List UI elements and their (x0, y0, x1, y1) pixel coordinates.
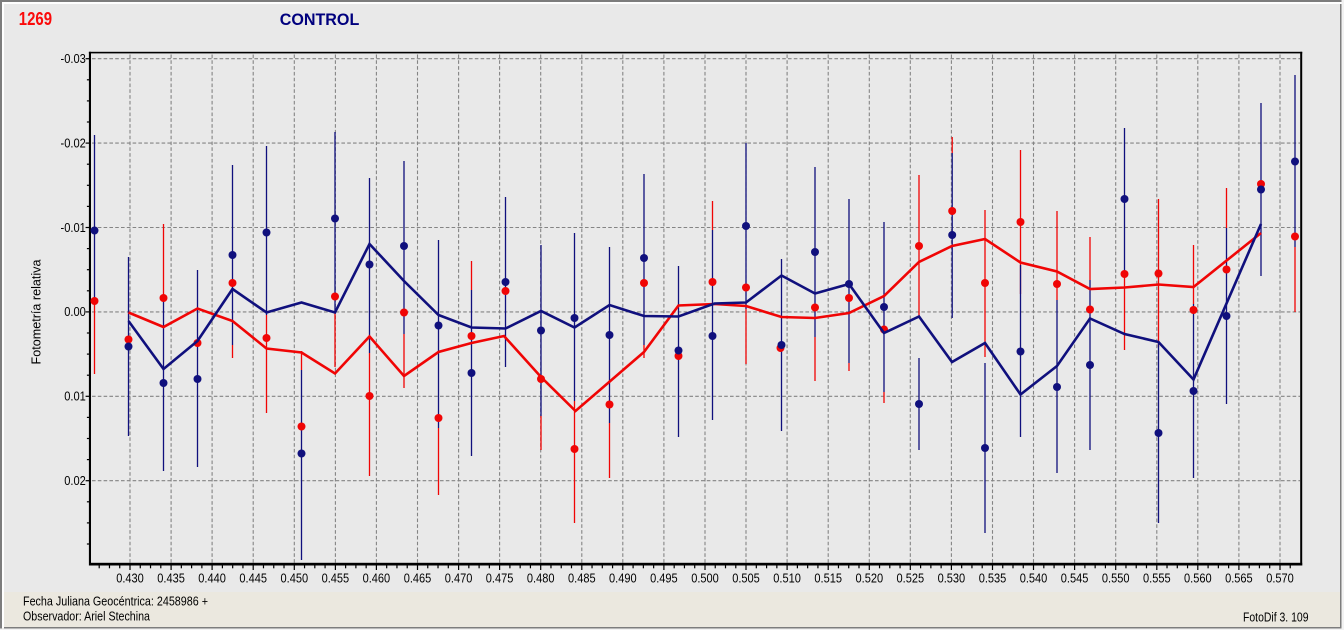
svg-text:0.555: 0.555 (1143, 572, 1171, 586)
svg-text:0.570: 0.570 (1266, 572, 1294, 586)
svg-text:CONTROL: CONTROL (280, 10, 360, 29)
svg-text:0.450: 0.450 (281, 572, 309, 586)
svg-text:0.01: 0.01 (64, 390, 86, 404)
svg-text:Fotometría relativa: Fotometría relativa (30, 260, 44, 365)
svg-text:Observador: Ariel Stechina: Observador: Ariel Stechina (23, 609, 151, 624)
svg-text:0.460: 0.460 (363, 572, 391, 586)
svg-text:0.475: 0.475 (486, 572, 514, 586)
svg-text:0.435: 0.435 (157, 572, 185, 586)
svg-text:1269: 1269 (19, 9, 52, 29)
svg-text:0.565: 0.565 (1225, 572, 1253, 586)
svg-text:0.545: 0.545 (1061, 572, 1089, 586)
svg-text:0.525: 0.525 (897, 572, 925, 586)
svg-text:0.560: 0.560 (1184, 572, 1212, 586)
svg-text:0.520: 0.520 (856, 572, 884, 586)
svg-text:FotoDif 3. 109: FotoDif 3. 109 (1243, 609, 1309, 624)
svg-text:0.485: 0.485 (568, 572, 596, 586)
svg-text:0.00: 0.00 (64, 305, 86, 319)
svg-text:-0.03: -0.03 (61, 52, 86, 66)
svg-text:0.490: 0.490 (609, 572, 637, 586)
svg-text:0.535: 0.535 (979, 572, 1007, 586)
svg-text:Fecha Juliana Geocéntrica: 245: Fecha Juliana Geocéntrica: 2458986 + (23, 594, 208, 609)
svg-text:0.540: 0.540 (1020, 572, 1048, 586)
svg-text:0.550: 0.550 (1102, 572, 1130, 586)
svg-text:0.465: 0.465 (404, 572, 432, 586)
svg-text:0.480: 0.480 (527, 572, 555, 586)
svg-text:0.470: 0.470 (445, 572, 473, 586)
svg-text:-0.02: -0.02 (61, 136, 86, 150)
svg-text:0.440: 0.440 (198, 572, 226, 586)
svg-text:0.510: 0.510 (773, 572, 801, 586)
svg-text:0.455: 0.455 (322, 572, 350, 586)
svg-text:-0.01: -0.01 (61, 221, 86, 235)
svg-text:0.530: 0.530 (938, 572, 966, 586)
svg-text:0.445: 0.445 (239, 572, 267, 586)
svg-text:0.430: 0.430 (116, 572, 144, 586)
svg-text:0.02: 0.02 (64, 474, 86, 488)
svg-text:0.500: 0.500 (691, 572, 719, 586)
svg-text:0.495: 0.495 (650, 572, 678, 586)
svg-text:0.505: 0.505 (732, 572, 760, 586)
svg-text:0.515: 0.515 (814, 572, 842, 586)
